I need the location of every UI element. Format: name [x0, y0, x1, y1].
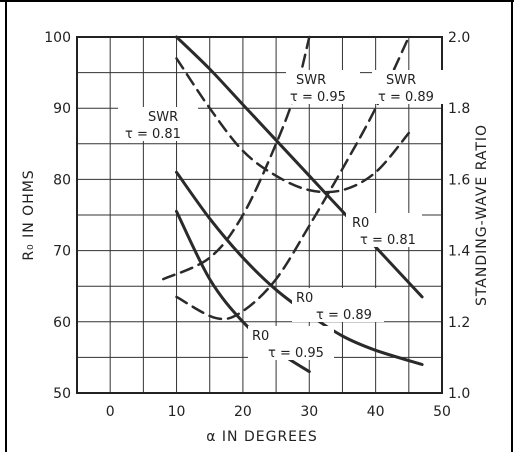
y2-tick-label: 1.2: [448, 315, 470, 331]
annotation-r0-095-bg: [248, 326, 334, 360]
y-tick-label: 80: [53, 172, 71, 188]
y-axis-label: R₀ IN OHMS: [21, 169, 37, 260]
annotation-swr-095-line1: SWR: [296, 73, 326, 88]
annotation-r0-089-line1: R0: [296, 291, 313, 306]
plot-border: [76, 36, 443, 394]
annotation-swr-081: SWR τ = 0.81: [118, 107, 198, 142]
y-tick-label: 60: [53, 315, 71, 331]
annotation-r0-089: R0 τ = 0.89: [292, 288, 384, 323]
annotation-r0-095-line2: τ = 0.95: [268, 346, 324, 361]
y2-tick-label: 2.0: [448, 30, 470, 46]
annotation-r0-081-line1: R0: [352, 216, 369, 231]
x-axis-label: α IN DEGREES: [206, 429, 318, 445]
y2-tick-label: 1.0: [448, 386, 470, 402]
y2-tick-labels: 1.0 1.2 1.4 1.6 1.8 2.0: [448, 30, 470, 402]
y2-tick-label: 1.6: [448, 172, 470, 188]
annotation-swr-081-bg: [118, 107, 198, 141]
annotation-swr-089-bg: [372, 70, 444, 104]
annotation-swr-081-line1: SWR: [148, 110, 178, 125]
x-tick-labels: 0 10 20 30 40 50: [106, 404, 451, 420]
annotation-swr-089: SWR τ = 0.89: [372, 70, 444, 105]
y-tick-label: 90: [53, 101, 71, 117]
series-line-swr-0-95: [162, 35, 311, 281]
y-tick-labels: 50 60 70 80 90 100: [44, 30, 71, 402]
x-tick-label: 40: [367, 404, 385, 420]
annotation-r0-095: R0 τ = 0.95: [248, 326, 334, 361]
x-tick-label: 50: [433, 404, 451, 420]
annotation-r0-081: R0 τ = 0.81: [346, 213, 422, 248]
y-tick-label: 70: [53, 244, 71, 260]
x-tick-label: 20: [234, 404, 252, 420]
series-line-swr-0-81: [175, 57, 411, 194]
annotation-swr-095-bg: [286, 70, 360, 104]
y2-tick-label: 1.4: [448, 244, 470, 260]
series-line-swr-0-89: [175, 35, 411, 321]
y2-tick-label: 1.8: [448, 101, 470, 117]
annotation-swr-095: SWR τ = 0.95: [286, 70, 360, 105]
annotation-swr-089-line2: τ = 0.89: [378, 90, 434, 105]
annotation-r0-081-line2: τ = 0.81: [360, 233, 416, 248]
x-tick-label: 0: [106, 404, 115, 420]
y2-axis-label: STANDING-WAVE RATIO: [474, 124, 490, 306]
annotation-r0-081-bg: [346, 213, 422, 247]
annotation-swr-081-line2: τ = 0.81: [125, 127, 181, 142]
annotation-r0-089-bg: [292, 288, 384, 322]
x-tick-label: 30: [300, 404, 318, 420]
x-tick-label: 10: [168, 404, 186, 420]
y-tick-label: 50: [53, 386, 71, 402]
y-tick-label: 100: [44, 30, 71, 46]
annotation-r0-089-line2: τ = 0.89: [316, 308, 372, 323]
annotation-r0-095-line1: R0: [252, 329, 269, 344]
annotation-swr-095-line2: τ = 0.95: [290, 90, 346, 105]
annotation-swr-089-line1: SWR: [386, 73, 416, 88]
